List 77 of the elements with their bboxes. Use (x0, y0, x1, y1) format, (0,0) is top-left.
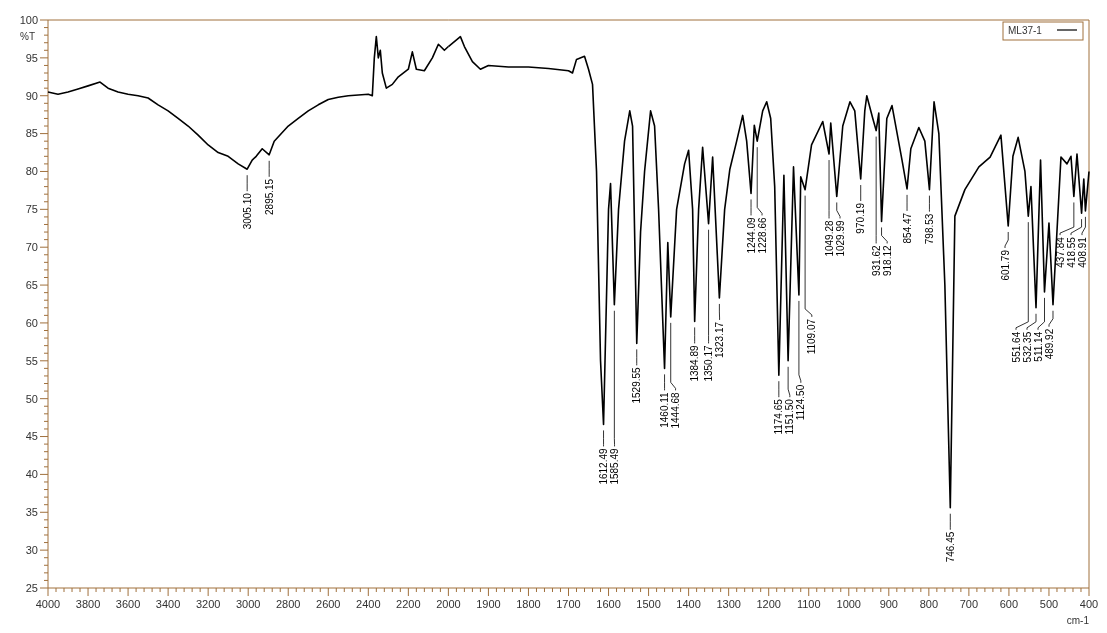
x-tick-label: 400 (1079, 598, 1099, 610)
annotation: 1124.50 (795, 384, 807, 421)
annotation: 1049.28 (823, 220, 835, 257)
annotation: 551.64 (1010, 331, 1022, 363)
annotation: 1323.17 (714, 321, 726, 359)
x-tick-label: 3400 (155, 598, 181, 610)
x-tick-label: 900 (879, 598, 898, 610)
annotation: 408.91 (1076, 236, 1088, 268)
x-tick-label: 2600 (316, 598, 341, 610)
x-tick-label: 2800 (275, 598, 301, 610)
x-tick-label: 4000 (35, 598, 61, 610)
annotation: 931.62 (870, 245, 882, 277)
x-axis-title: cm-1 (1066, 615, 1090, 626)
x-tick-label: 3200 (195, 598, 221, 610)
annotation: 1244.09 (745, 217, 757, 254)
annotation: 1529.55 (631, 366, 643, 404)
annotation: 1384.89 (689, 344, 701, 382)
x-tick-label: 2400 (356, 598, 381, 610)
y-tick-label: 90 (25, 89, 38, 102)
annotation: 1029.99 (834, 220, 846, 257)
x-tick-label: 800 (919, 598, 939, 610)
annotation: 3005.10 (241, 192, 253, 230)
x-tick-label: 1500 (636, 598, 661, 610)
annotation: 2895.15 (263, 178, 275, 215)
y-tick-label: 45 (25, 430, 38, 443)
x-tick-label: 1200 (756, 598, 781, 610)
x-tick-label: 500 (1039, 598, 1059, 610)
annotation: 601.79 (999, 249, 1011, 281)
y-tick-label: 25 (25, 581, 38, 594)
y-tick-label: 85 (25, 127, 38, 140)
y-tick-label: 55 (25, 354, 38, 367)
y-tick-label: 95 (25, 51, 38, 64)
annotation: 1585.49 (609, 447, 621, 485)
x-tick-label: 1700 (556, 598, 581, 610)
y-tick-label: 30 (25, 543, 38, 556)
y-tick-label: 100 (19, 13, 38, 26)
x-tick-label: 600 (999, 598, 1019, 610)
annotation: 489.92 (1043, 328, 1055, 360)
y-tick-label: 35 (25, 506, 38, 519)
x-tick-label: 2000 (436, 598, 461, 610)
annotation: 511.14 (1032, 331, 1044, 362)
x-tick-label: 1900 (476, 598, 501, 610)
y-tick-label: 50 (25, 392, 38, 405)
annotation: 1444.68 (670, 391, 682, 429)
y-tick-label: 75 (25, 203, 38, 216)
y-axis-title: %T (20, 31, 35, 42)
y-tick-label: 80 (25, 165, 38, 178)
y-tick-label: 70 (25, 241, 38, 254)
annotation: 1151.50 (784, 398, 796, 435)
x-tick-label: 1300 (716, 598, 741, 610)
x-tick-label: 2200 (396, 598, 421, 610)
annotation: 970.19 (855, 202, 867, 234)
legend-label: ML37-1 (1008, 25, 1043, 36)
annotation: 1612.49 (598, 447, 610, 485)
x-tick-label: 1000 (836, 598, 862, 610)
x-tick-label: 1800 (516, 598, 541, 610)
annotation: 1228.66 (756, 217, 768, 254)
x-tick-label: 700 (959, 598, 979, 610)
annotation: 532.35 (1021, 331, 1033, 363)
x-tick-label: 1400 (676, 598, 701, 610)
y-tick-label: 60 (25, 316, 38, 329)
annotation: 1460.11 (659, 391, 671, 428)
x-tick-label: 1100 (796, 598, 821, 610)
x-tick-label: 1600 (596, 598, 621, 610)
annotation: 1109.07 (806, 318, 818, 355)
y-tick-label: 65 (25, 278, 38, 291)
annotation: 918.12 (881, 245, 893, 277)
annotation: 854.47 (901, 212, 913, 244)
annotation: 418.55 (1065, 236, 1077, 268)
y-tick-label: 40 (25, 468, 38, 481)
annotation: 746.45 (944, 531, 956, 563)
x-tick-label: 3800 (75, 598, 101, 610)
annotation: 1350.17 (703, 344, 715, 382)
x-tick-label: 3600 (115, 598, 141, 610)
annotation: 798.53 (923, 213, 935, 245)
annotation: 1174.65 (773, 398, 785, 435)
x-tick-label: 3000 (235, 598, 261, 610)
